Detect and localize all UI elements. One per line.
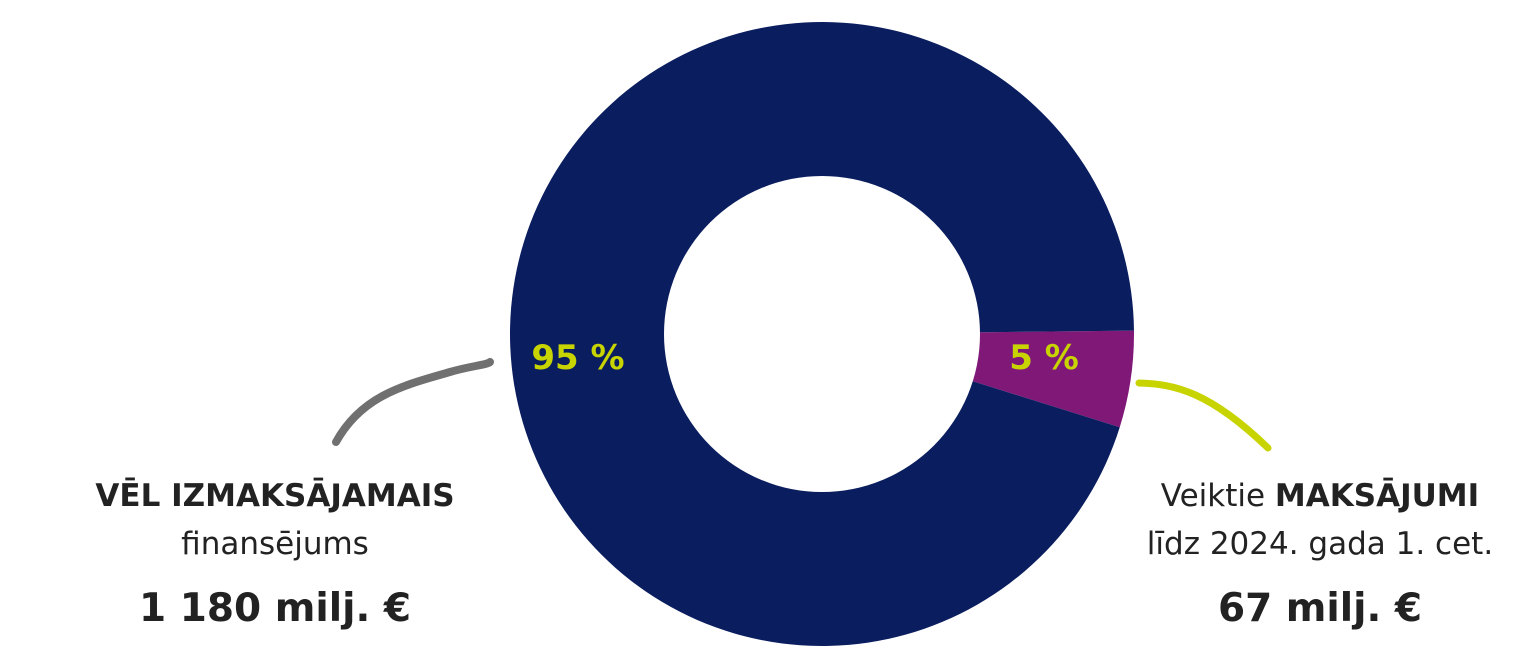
slice-label-remaining: 95 %	[531, 338, 624, 378]
callout-prefix-payments: Veiktie	[1160, 478, 1266, 514]
callout-amount-remaining: 1 180 milj. €	[139, 586, 411, 631]
callout-line-left	[332, 358, 494, 446]
callout-heading-payments: Veiktie MAKSĀJUMI	[1100, 472, 1540, 520]
callout-remaining-funding: VĒL IZMAKSĀJAMAIS finansējums 1 180 milj…	[20, 472, 530, 634]
callout-line-right	[1135, 379, 1272, 452]
callout-payments-made: Veiktie MAKSĀJUMI līdz 2024. gada 1. cet…	[1100, 472, 1540, 634]
callout-bold-payments: MAKSĀJUMI	[1274, 478, 1480, 514]
slice-label-payments: 5 %	[1009, 338, 1079, 378]
callout-subtext-remaining: finansējums	[181, 526, 369, 562]
callout-subtext-payments: līdz 2024. gada 1. cet.	[1146, 526, 1494, 562]
callout-amount-payments: 67 milj. €	[1217, 586, 1423, 631]
callout-heading-remaining: VĒL IZMAKSĀJAMAIS	[95, 478, 455, 514]
donut-hole	[664, 176, 980, 492]
